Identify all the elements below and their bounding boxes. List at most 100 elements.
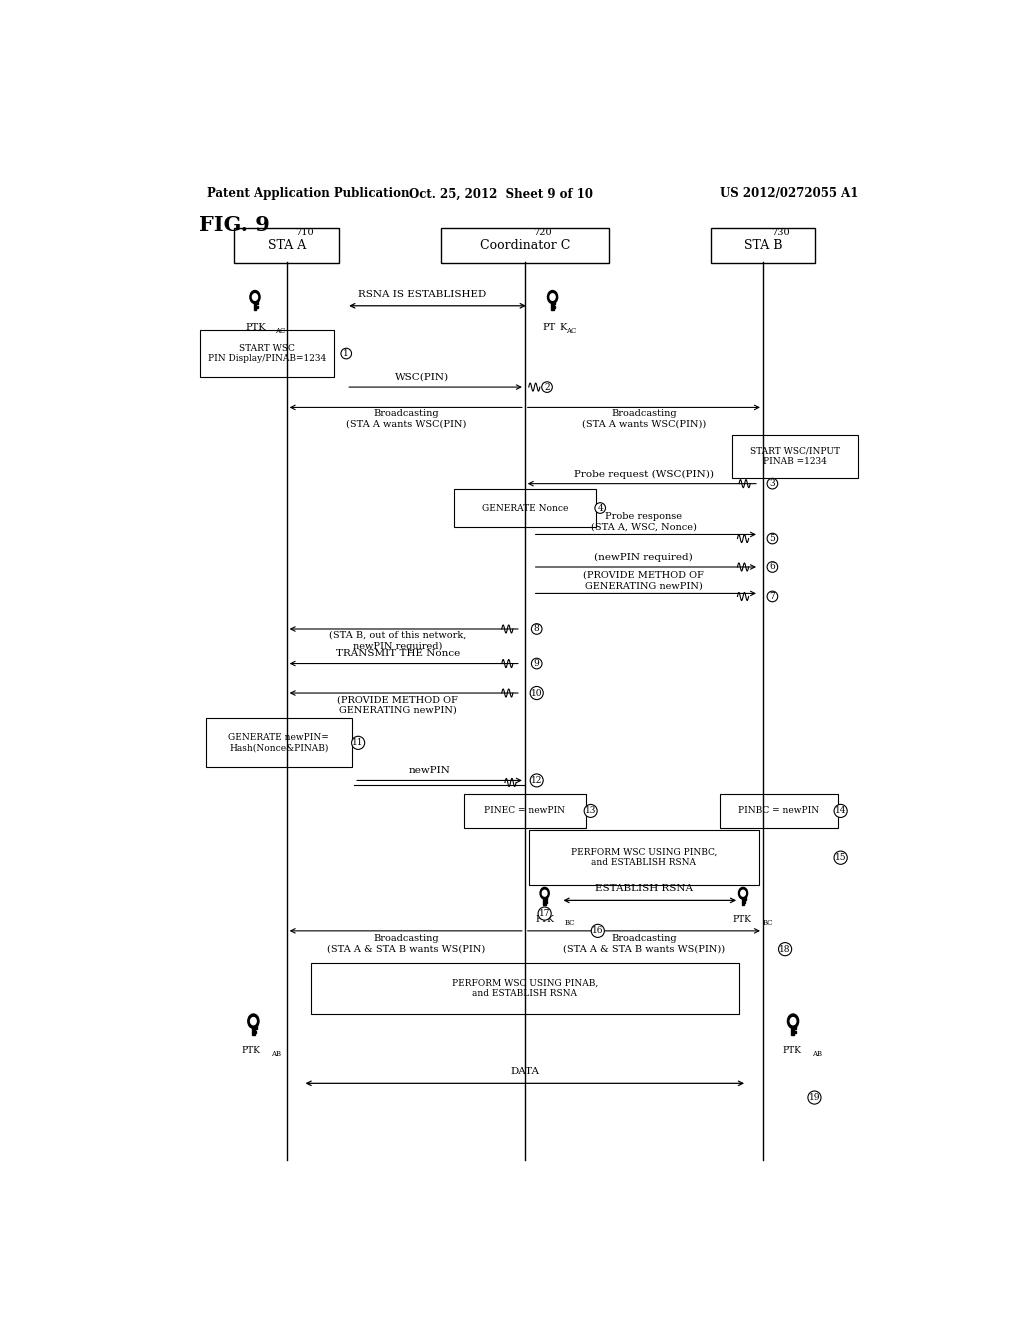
Text: 6: 6 (769, 562, 775, 572)
Text: PINEC = newPIN: PINEC = newPIN (484, 807, 565, 816)
FancyBboxPatch shape (440, 227, 609, 263)
Text: BC: BC (564, 919, 574, 927)
Text: PERFORM WSC USING PINBC,
and ESTABLISH RSNA: PERFORM WSC USING PINBC, and ESTABLISH R… (570, 847, 717, 867)
Circle shape (787, 1014, 799, 1028)
Text: START WSC/INPUT
PINAB =1234: START WSC/INPUT PINAB =1234 (750, 446, 840, 466)
Text: 8: 8 (534, 624, 540, 634)
Text: Probe response
(STA A, WSC, Nonce): Probe response (STA A, WSC, Nonce) (591, 512, 696, 532)
Text: US 2012/0272055 A1: US 2012/0272055 A1 (720, 187, 858, 201)
Text: 17: 17 (539, 909, 550, 919)
Text: 7: 7 (769, 591, 775, 601)
Text: AC: AC (566, 327, 577, 335)
Bar (744, 898, 745, 900)
Text: (STA B, out of this network,
newPIN required): (STA B, out of this network, newPIN requ… (329, 631, 467, 651)
FancyBboxPatch shape (200, 330, 334, 378)
Text: GENERATE Nonce: GENERATE Nonce (481, 503, 568, 512)
Text: 14: 14 (835, 807, 847, 816)
Circle shape (550, 294, 555, 300)
Circle shape (791, 1018, 796, 1024)
Text: BC: BC (763, 919, 773, 927)
Text: 16: 16 (592, 927, 603, 936)
Text: Oct. 25, 2012  Sheet 9 of 10: Oct. 25, 2012 Sheet 9 of 10 (409, 187, 593, 201)
Circle shape (543, 890, 547, 896)
Text: (PROVIDE METHOD OF
GENERATING newPIN): (PROVIDE METHOD OF GENERATING newPIN) (337, 696, 459, 714)
Text: 3: 3 (770, 479, 775, 488)
Circle shape (248, 1014, 259, 1028)
Text: PTK: PTK (536, 915, 554, 924)
Text: Broadcasting
(STA A & STA B wants WS(PIN): Broadcasting (STA A & STA B wants WS(PIN… (327, 935, 485, 953)
Text: PINBC = newPIN: PINBC = newPIN (738, 807, 819, 816)
Text: 18: 18 (779, 945, 791, 953)
Bar (254, 296, 256, 310)
Bar (255, 1031, 256, 1034)
Bar (792, 1020, 795, 1035)
Text: Probe request (WSC(PIN)): Probe request (WSC(PIN)) (573, 470, 714, 479)
Bar (551, 296, 554, 310)
Text: 11: 11 (352, 738, 364, 747)
Bar (744, 902, 745, 903)
Circle shape (540, 887, 549, 899)
Text: Coordinator C: Coordinator C (479, 239, 570, 252)
Circle shape (250, 290, 260, 304)
Text: START WSC
PIN Display/PINAB=1234: START WSC PIN Display/PINAB=1234 (208, 343, 326, 363)
Text: Broadcasting
(STA A & STA B wants WS(PIN)): Broadcasting (STA A & STA B wants WS(PIN… (563, 935, 725, 953)
Text: 2: 2 (544, 383, 550, 392)
Text: 12: 12 (531, 776, 543, 785)
Bar (252, 1020, 255, 1035)
Text: AB: AB (270, 1049, 281, 1057)
FancyBboxPatch shape (731, 434, 858, 478)
Text: 9: 9 (534, 659, 540, 668)
Bar (544, 892, 546, 904)
Text: 10: 10 (531, 689, 543, 697)
Bar (795, 1031, 796, 1034)
Text: STA A: STA A (267, 239, 306, 252)
Text: Broadcasting
(STA A wants WSC(PIN)): Broadcasting (STA A wants WSC(PIN)) (582, 409, 706, 429)
Text: 710: 710 (295, 227, 313, 236)
Text: Patent Application Publication: Patent Application Publication (207, 187, 410, 201)
FancyBboxPatch shape (454, 490, 596, 527)
Text: 13: 13 (585, 807, 596, 816)
Text: AB: AB (812, 1049, 822, 1057)
Bar (255, 1027, 257, 1030)
Text: PERFORM WSC USING PINAB,
and ESTABLISH RSNA: PERFORM WSC USING PINAB, and ESTABLISH R… (452, 979, 598, 998)
Bar (546, 898, 547, 900)
Text: ESTABLISH RSNA: ESTABLISH RSNA (595, 884, 693, 894)
Bar (256, 302, 258, 305)
Text: K: K (559, 323, 566, 333)
Text: 4: 4 (597, 503, 603, 512)
Text: PTK: PTK (246, 323, 266, 333)
Bar (256, 306, 257, 308)
Circle shape (548, 290, 558, 304)
Text: PT: PT (543, 323, 555, 333)
Text: 730: 730 (771, 227, 790, 236)
FancyBboxPatch shape (311, 964, 738, 1014)
Circle shape (738, 887, 748, 899)
Circle shape (740, 890, 745, 896)
Text: (newPIN required): (newPIN required) (595, 553, 693, 562)
FancyBboxPatch shape (206, 718, 352, 767)
Bar (546, 902, 547, 903)
Text: 720: 720 (532, 227, 551, 236)
Text: PTK: PTK (782, 1045, 802, 1055)
Text: TRANSMIT THE Nonce: TRANSMIT THE Nonce (336, 649, 460, 659)
FancyBboxPatch shape (720, 793, 838, 828)
Text: 1: 1 (343, 348, 349, 358)
Text: PTK: PTK (733, 915, 752, 924)
Text: Broadcasting
(STA A wants WSC(PIN): Broadcasting (STA A wants WSC(PIN) (345, 409, 466, 429)
FancyBboxPatch shape (464, 793, 586, 828)
Bar (741, 892, 744, 904)
Text: WSC(PIN): WSC(PIN) (394, 374, 449, 381)
FancyBboxPatch shape (529, 830, 759, 886)
Bar (795, 1027, 797, 1030)
Text: newPIN: newPIN (409, 767, 451, 775)
Text: AC: AC (274, 327, 285, 335)
Text: 15: 15 (835, 853, 847, 862)
Text: 19: 19 (809, 1093, 820, 1102)
Text: STA B: STA B (743, 239, 782, 252)
Text: DATA: DATA (510, 1067, 540, 1076)
Text: FIG. 9: FIG. 9 (200, 215, 270, 235)
Text: (PROVIDE METHOD OF
GENERATING newPIN): (PROVIDE METHOD OF GENERATING newPIN) (584, 572, 705, 590)
FancyBboxPatch shape (234, 227, 339, 263)
Text: 5: 5 (769, 535, 775, 543)
Circle shape (251, 1018, 256, 1024)
